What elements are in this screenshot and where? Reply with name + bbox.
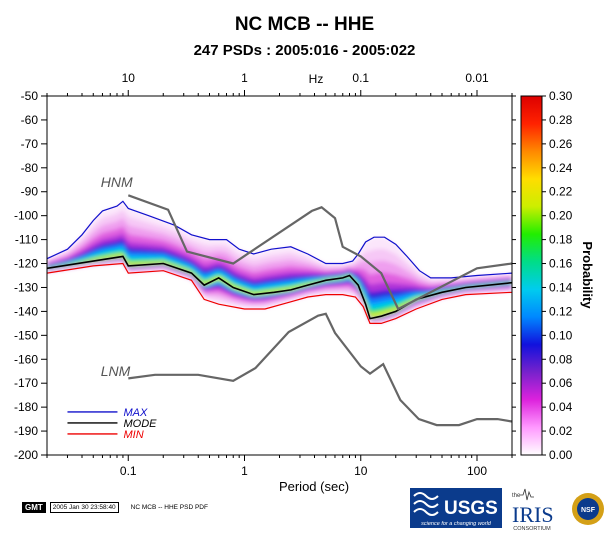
legend-label-min: MIN (123, 429, 143, 441)
colorbar-tick-label: 0.12 (549, 304, 573, 318)
legend-label-max: MAX (123, 407, 148, 419)
colorbar: 0.30 0.28 0.26 0.24 0.22 0.20 0.18 0.16 0.14 0.12… (520, 89, 573, 462)
iris-the: the (512, 493, 521, 499)
x-tick-label: 10 (354, 464, 368, 478)
colorbar-tick-label: 0.04 (549, 400, 573, 414)
y-tick-label: -50 (21, 89, 39, 103)
max-line (47, 200, 512, 279)
y-tick-label: -80 (21, 161, 39, 175)
colorbar-tick-label: 0.30 (549, 89, 573, 103)
colorbar-tick-label: 0.22 (549, 185, 573, 199)
iris-text: IRIS (512, 502, 554, 527)
heatmap-band-8 (47, 251, 512, 319)
y-tick-label: -150 (14, 328, 38, 342)
y-tick-label: -120 (14, 257, 38, 271)
footer-timestamp: 2005 Jan 30 23:58:40 (49, 502, 119, 513)
colorbar-tick-label: 0.10 (549, 328, 573, 342)
footer-stamp: GMT 2005 Jan 30 23:58:40 NC MCB -- HHE P… (22, 502, 208, 513)
y-tick-label: -140 (14, 304, 38, 318)
y-tick-label: -130 (14, 280, 38, 294)
lnm-line (128, 312, 512, 427)
heatmap-band-9 (47, 253, 512, 319)
x-axis-label: Period (sec) (279, 479, 349, 494)
y-tick-label: -60 (21, 113, 39, 127)
top-tick-label: 0.01 (465, 71, 489, 85)
colorbar-tick-label: 0.20 (549, 209, 573, 223)
top-tick-label: 1 (241, 71, 248, 85)
y-tick-label: -110 (15, 233, 38, 247)
iris-consortium: CONSORTIUM (513, 526, 551, 532)
chart-title: NC MCB -- HHE (234, 14, 375, 35)
chart-subtitle: 247 PSDs : 2005:016 - 2005:022 (193, 42, 416, 59)
y-tick-label: -90 (21, 185, 39, 199)
y-tick-label: -190 (14, 424, 38, 438)
colorbar-tick-label: 0.16 (549, 257, 573, 271)
y-tick-label: -70 (21, 137, 39, 151)
mode-line (47, 255, 512, 320)
y-tick-label: -170 (14, 376, 38, 390)
heatmap-band-7 (47, 247, 512, 319)
usgs-logo: USGS science for a changing world (410, 488, 502, 528)
colorbar-tick-label: 0.24 (549, 161, 573, 175)
min-line (47, 262, 512, 324)
colorbar-tick-label: 0.08 (549, 352, 573, 366)
top-tick-label: 0.1 (352, 71, 369, 85)
top-tick-label: 10 (122, 71, 136, 85)
nsf-logo: NSF (572, 493, 604, 525)
hnm-line (127, 194, 512, 311)
colorbar-tick-label: 0.00 (549, 448, 573, 462)
usgs-text: USGS (444, 498, 498, 519)
x-tick-label: 0.1 (120, 464, 137, 478)
colorbar-tick-label: 0.02 (549, 424, 573, 438)
y-tick-label: -100 (14, 209, 38, 223)
usgs-tagline: science for a changing world (421, 521, 492, 527)
colorbar-tick-label: 0.18 (549, 233, 573, 247)
annotation-lnm: LNM (101, 363, 131, 379)
colorbar-tick-label: 0.28 (549, 113, 573, 127)
colorbar-tick-label: 0.26 (549, 137, 573, 151)
gmt-badge: GMT (22, 502, 46, 513)
colorbar-tick-label: 0.14 (549, 280, 573, 294)
y-tick-label: -200 (14, 448, 38, 462)
y-tick-label: -160 (14, 352, 38, 366)
footer-caption: NC MCB -- HHE PSD PDF (130, 504, 208, 511)
iris-logo: the IRIS CONSORTIUM (512, 488, 554, 532)
logos: USGS science for a changing world the IR… (410, 488, 604, 532)
legend-label-mode: MODE (123, 418, 157, 430)
colorbar-scale (520, 95, 543, 456)
top-axis-label: Hz (309, 72, 324, 86)
annotation-hnm: HNM (101, 174, 133, 190)
nsf-text: NSF (581, 507, 596, 514)
x-tick-label: 1 (241, 464, 248, 478)
x-tick-label: 100 (467, 464, 487, 478)
y-tick-label: -180 (14, 400, 38, 414)
colorbar-label: Probability (580, 241, 595, 309)
colorbar-tick-label: 0.06 (549, 376, 573, 390)
